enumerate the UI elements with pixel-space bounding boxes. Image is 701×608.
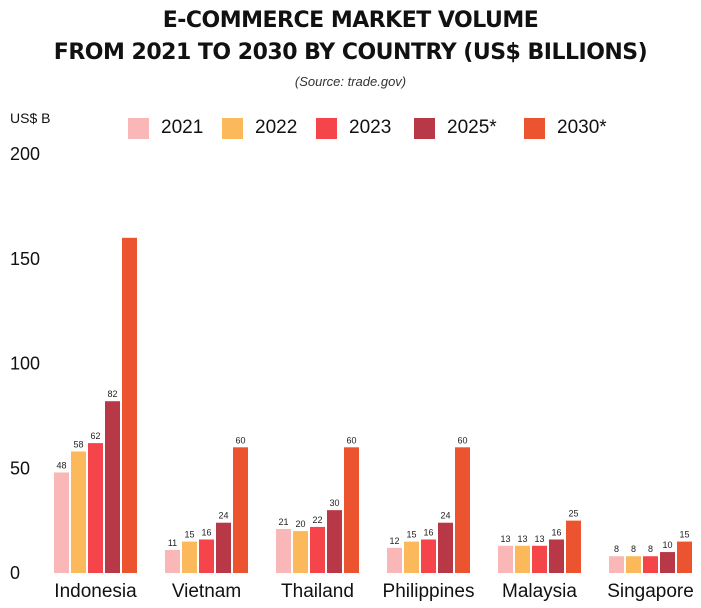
data-label-singapore-2023: 8 — [648, 544, 653, 554]
data-label-philippines-2021: 12 — [389, 536, 399, 546]
data-label-malaysia-2030: 25 — [568, 509, 578, 519]
y-tick-150: 150 — [10, 249, 40, 269]
bar-vietnam-2022 — [182, 541, 197, 573]
legend-label-2025: 2025* — [447, 117, 497, 138]
y-tick-50: 50 — [10, 458, 30, 478]
data-label-philippines-2030: 60 — [457, 435, 467, 445]
legend-swatch-2022 — [222, 118, 243, 139]
legend-swatch-2030 — [524, 118, 545, 139]
chart-source: (Source: trade.gov) — [294, 74, 407, 89]
y-tick-200: 200 — [10, 144, 40, 164]
bar-philippines-2023 — [421, 539, 436, 573]
data-label-malaysia-2022: 13 — [517, 534, 527, 544]
bar-thailand-2022 — [293, 531, 308, 573]
data-label-malaysia-2025: 16 — [551, 527, 561, 537]
bar-thailand-2021 — [276, 529, 291, 573]
data-label-indonesia-2021: 48 — [56, 460, 66, 470]
bar-indonesia-2025 — [105, 401, 120, 573]
data-label-indonesia-2025: 82 — [107, 389, 117, 399]
bar-malaysia-2025 — [549, 539, 564, 573]
bar-philippines-2022 — [404, 541, 419, 573]
x-tick-malaysia: Malaysia — [502, 581, 577, 602]
data-label-thailand-2023: 22 — [312, 515, 322, 525]
bar-malaysia-2021 — [498, 545, 513, 573]
bar-singapore-2030 — [677, 541, 692, 573]
data-label-thailand-2021: 21 — [278, 517, 288, 527]
data-label-vietnam-2030: 60 — [235, 435, 245, 445]
bar-singapore-2023 — [643, 556, 658, 573]
data-label-vietnam-2022: 15 — [184, 530, 194, 540]
data-label-malaysia-2021: 13 — [500, 534, 510, 544]
data-label-vietnam-2021: 11 — [168, 538, 177, 548]
legend-label-2023: 2023 — [349, 117, 392, 138]
y-tick-100: 100 — [10, 354, 40, 374]
bar-vietnam-2021 — [165, 549, 180, 573]
data-label-philippines-2025: 24 — [440, 511, 450, 521]
bar-philippines-2030 — [455, 447, 470, 573]
data-label-singapore-2030: 15 — [679, 530, 689, 540]
data-label-indonesia-2023: 62 — [90, 431, 100, 441]
bar-malaysia-2030 — [566, 520, 581, 573]
data-label-philippines-2022: 15 — [406, 530, 416, 540]
bar-singapore-2021 — [609, 556, 624, 573]
legend-label-2030: 2030* — [557, 117, 607, 138]
data-label-singapore-2021: 8 — [614, 544, 619, 554]
legend-label-2022: 2022 — [255, 117, 298, 138]
data-label-vietnam-2025: 24 — [218, 511, 228, 521]
bar-vietnam-2025 — [216, 522, 231, 573]
data-label-vietnam-2023: 16 — [201, 527, 211, 537]
x-tick-vietnam: Vietnam — [172, 581, 241, 602]
x-tick-indonesia: Indonesia — [54, 581, 137, 602]
bar-indonesia-2023 — [88, 443, 103, 573]
data-label-malaysia-2023: 13 — [534, 534, 544, 544]
x-tick-philippines: Philippines — [383, 581, 475, 602]
bar-philippines-2021 — [387, 547, 402, 573]
bar-thailand-2023 — [310, 526, 325, 573]
data-label-singapore-2022: 8 — [631, 544, 636, 554]
chart-title-line2: FROM 2021 TO 2030 BY COUNTRY (US$ BILLIO… — [53, 40, 648, 65]
bar-vietnam-2023 — [199, 539, 214, 573]
bar-vietnam-2030 — [233, 447, 248, 573]
legend-swatch-2023 — [316, 118, 337, 139]
bar-thailand-2025 — [327, 510, 342, 573]
legend-label-2021: 2021 — [161, 117, 204, 138]
chart-title-line1: E-COMMERCE MARKET VOLUME — [162, 8, 539, 33]
x-tick-thailand: Thailand — [281, 581, 354, 602]
bar-indonesia-2022 — [71, 451, 86, 573]
bar-indonesia-2030 — [122, 237, 137, 574]
data-label-thailand-2022: 20 — [295, 519, 305, 529]
y-tick-0: 0 — [10, 563, 20, 583]
data-label-philippines-2023: 16 — [423, 527, 433, 537]
bar-thailand-2030 — [344, 447, 359, 573]
data-label-indonesia-2022: 58 — [73, 439, 83, 449]
bar-malaysia-2022 — [515, 545, 530, 573]
bar-singapore-2025 — [660, 552, 675, 573]
bar-indonesia-2021 — [54, 472, 69, 573]
bar-malaysia-2023 — [532, 545, 547, 573]
x-tick-singapore: Singapore — [607, 581, 694, 602]
y-axis-label: US$ B — [10, 110, 51, 126]
data-label-singapore-2025: 10 — [662, 540, 672, 550]
data-label-thailand-2025: 30 — [329, 498, 339, 508]
bar-singapore-2022 — [626, 556, 641, 573]
legend-swatch-2025 — [414, 118, 435, 139]
bar-philippines-2025 — [438, 522, 453, 573]
legend-swatch-2021 — [128, 118, 149, 139]
data-label-thailand-2030: 60 — [346, 435, 356, 445]
